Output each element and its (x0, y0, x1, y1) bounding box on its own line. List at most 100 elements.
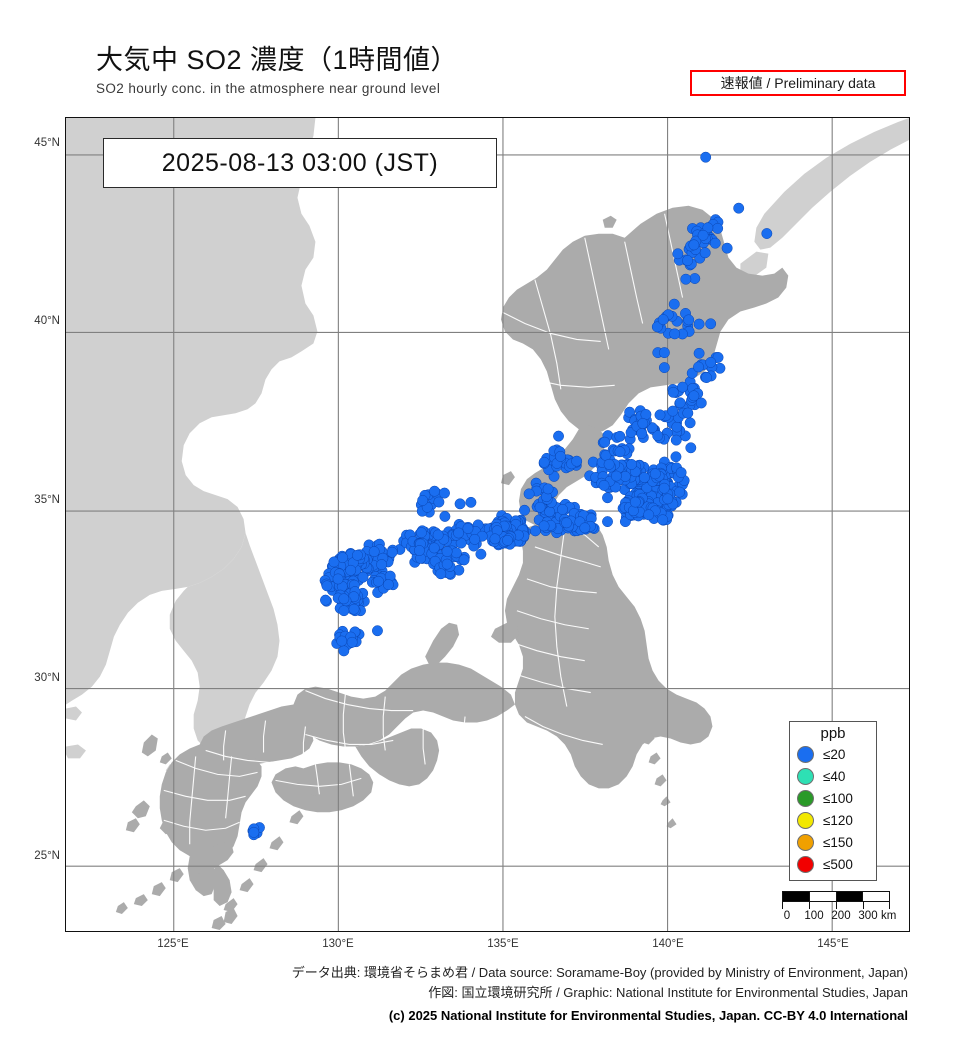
station-marker[interactable] (603, 458, 615, 470)
station-marker[interactable] (348, 603, 360, 615)
station-marker[interactable] (523, 488, 535, 500)
station-marker[interactable] (652, 430, 664, 442)
station-marker[interactable] (321, 580, 333, 592)
station-marker[interactable] (372, 625, 383, 637)
station-marker[interactable] (637, 418, 649, 429)
station-marker[interactable] (579, 522, 591, 534)
station-marker[interactable] (705, 318, 717, 330)
station-marker[interactable] (669, 328, 681, 340)
station-marker[interactable] (538, 520, 550, 532)
station-marker[interactable] (433, 496, 445, 508)
station-marker[interactable] (328, 556, 340, 568)
station-marker[interactable] (658, 482, 670, 494)
station-marker[interactable] (338, 605, 350, 617)
station-marker[interactable] (693, 347, 705, 359)
station-marker[interactable] (599, 436, 611, 448)
station-marker[interactable] (336, 635, 348, 647)
station-marker[interactable] (688, 239, 700, 251)
station-marker[interactable] (685, 442, 697, 454)
station-marker[interactable] (684, 417, 696, 429)
station-marker[interactable] (561, 517, 573, 529)
station-marker[interactable] (693, 361, 704, 373)
station-marker[interactable] (320, 594, 331, 606)
station-marker[interactable] (733, 202, 745, 214)
station-marker[interactable] (338, 593, 350, 605)
station-marker[interactable] (683, 314, 695, 326)
station-marker[interactable] (338, 645, 350, 657)
station-marker[interactable] (428, 542, 440, 554)
station-marker[interactable] (415, 527, 427, 539)
station-marker[interactable] (668, 298, 680, 310)
station-marker[interactable] (368, 546, 380, 558)
station-marker[interactable] (598, 479, 610, 491)
station-marker[interactable] (674, 397, 686, 409)
station-marker[interactable] (614, 446, 626, 458)
station-marker[interactable] (519, 504, 530, 516)
station-marker[interactable] (439, 487, 450, 499)
station-marker[interactable] (441, 546, 453, 557)
station-marker[interactable] (610, 470, 622, 482)
station-marker[interactable] (680, 273, 692, 285)
station-marker[interactable] (682, 407, 694, 419)
station-marker[interactable] (712, 222, 724, 234)
station-marker[interactable] (373, 575, 384, 587)
station-marker[interactable] (435, 568, 447, 580)
station-marker[interactable] (761, 228, 773, 239)
station-marker[interactable] (657, 314, 669, 326)
station-marker[interactable] (638, 472, 650, 483)
station-marker[interactable] (542, 483, 554, 495)
station-marker[interactable] (376, 559, 388, 571)
station-marker[interactable] (351, 549, 363, 561)
station-marker[interactable] (454, 498, 466, 510)
station-marker[interactable] (346, 636, 358, 648)
station-marker[interactable] (602, 492, 613, 504)
station-marker[interactable] (636, 428, 648, 439)
station-marker[interactable] (489, 533, 501, 545)
station-marker[interactable] (701, 372, 712, 383)
station-marker[interactable] (502, 534, 513, 546)
station-marker[interactable] (649, 468, 661, 480)
station-marker[interactable] (693, 318, 705, 330)
station-marker[interactable] (332, 573, 344, 585)
station-marker[interactable] (670, 451, 682, 463)
station-marker[interactable] (658, 362, 670, 374)
station-marker[interactable] (651, 321, 663, 333)
station-marker[interactable] (469, 533, 481, 545)
station-marker[interactable] (643, 509, 655, 521)
station-marker[interactable] (557, 504, 568, 515)
station-marker[interactable] (417, 495, 429, 506)
station-marker[interactable] (337, 552, 349, 564)
station-marker[interactable] (667, 386, 679, 398)
station-marker[interactable] (709, 237, 721, 249)
station-marker[interactable] (382, 579, 394, 591)
station-marker[interactable] (538, 456, 550, 468)
station-marker[interactable] (534, 501, 546, 513)
station-marker[interactable] (700, 151, 712, 163)
station-marker[interactable] (672, 248, 684, 260)
station-marker[interactable] (602, 516, 613, 528)
station-marker[interactable] (626, 459, 637, 470)
station-marker[interactable] (248, 826, 260, 838)
station-marker[interactable] (553, 430, 564, 442)
station-marker[interactable] (475, 548, 487, 560)
station-marker[interactable] (413, 545, 425, 556)
station-marker[interactable] (688, 390, 700, 402)
station-marker[interactable] (662, 493, 674, 505)
station-marker[interactable] (705, 356, 717, 368)
station-marker[interactable] (453, 527, 465, 539)
station-marker[interactable] (667, 405, 679, 417)
station-marker[interactable] (462, 523, 474, 534)
station-marker[interactable] (555, 450, 566, 462)
station-marker[interactable] (429, 485, 440, 497)
station-marker[interactable] (657, 514, 669, 526)
station-marker[interactable] (721, 242, 733, 254)
station-marker[interactable] (654, 409, 666, 421)
station-marker[interactable] (674, 486, 685, 498)
station-marker[interactable] (571, 455, 583, 467)
station-marker[interactable] (357, 571, 369, 583)
station-marker[interactable] (345, 564, 357, 576)
station-marker[interactable] (658, 347, 670, 359)
station-marker[interactable] (455, 537, 467, 549)
station-marker[interactable] (614, 430, 626, 442)
station-marker[interactable] (465, 496, 477, 508)
